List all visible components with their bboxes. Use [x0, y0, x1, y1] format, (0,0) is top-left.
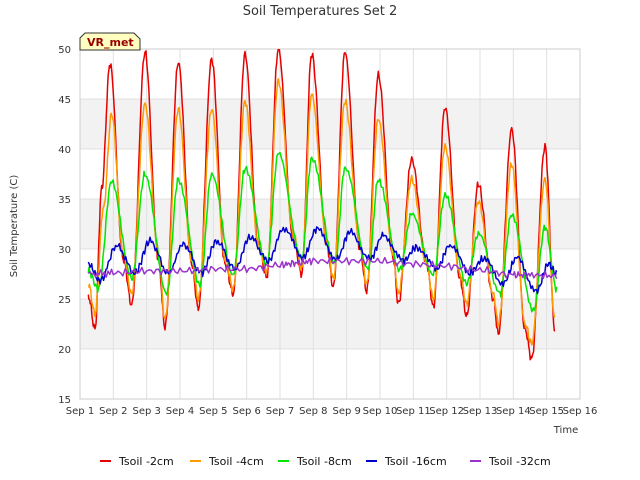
y-tick-label: 20 — [58, 345, 71, 356]
x-tick-label: Sep 11 — [396, 406, 431, 417]
x-tick-label: Sep 3 — [132, 406, 160, 417]
series-lines — [87, 48, 558, 361]
y-tick-label: 50 — [58, 45, 71, 56]
x-tick-label: Sep 1 — [66, 406, 94, 417]
legend-label: Tsoil -32cm — [488, 455, 551, 468]
y-axis-label: Soil Temperature (C) — [9, 175, 20, 278]
x-tick-label: Sep 16 — [563, 406, 598, 417]
station-badge: VR_met — [79, 32, 141, 51]
x-tick-label: Sep 2 — [99, 406, 127, 417]
x-tick-label: Sep 5 — [199, 406, 227, 417]
series-line-tsoil-4cm — [87, 78, 556, 346]
x-tick-label: Sep 4 — [166, 406, 194, 417]
x-tick-label: Sep 7 — [266, 406, 294, 417]
legend-label: Tsoil -4cm — [208, 455, 264, 468]
y-tick-label: 30 — [58, 245, 71, 256]
series-line-tsoil-32cm — [87, 256, 558, 280]
chart-title: Soil Temperatures Set 2 — [243, 4, 398, 19]
y-tick-label: 45 — [58, 95, 71, 106]
series-line-tsoil-16cm — [87, 226, 558, 295]
x-tick-label: Sep 15 — [529, 406, 564, 417]
legend-item: Tsoil -32cm — [470, 455, 551, 468]
legend-item: Tsoil -8cm — [278, 455, 352, 468]
legend: Tsoil -2cm Tsoil -4cm Tsoil -8cm Tsoil -16c… — [100, 455, 551, 468]
station-badge-box — [79, 32, 141, 51]
x-axis-label: Time — [553, 425, 578, 436]
legend-label: Tsoil -8cm — [296, 455, 352, 468]
x-tick-label: Sep 10 — [363, 406, 398, 417]
y-tick-label: 40 — [58, 145, 71, 156]
legend-item: Tsoil -16cm — [366, 455, 447, 468]
station-badge-label: VR_met — [87, 36, 134, 49]
legend-item: Tsoil -2cm — [100, 455, 174, 468]
y-tick-label: 35 — [58, 195, 71, 206]
series-line-tsoil-8cm — [87, 151, 558, 313]
legend-item: Tsoil -4cm — [190, 455, 264, 468]
x-tick-label: Sep 6 — [232, 406, 260, 417]
plot-band — [80, 199, 580, 249]
x-tick-label: Sep 14 — [496, 406, 531, 417]
x-tick-label: Sep 13 — [463, 406, 498, 417]
plot-band — [80, 99, 580, 149]
x-tick-label: Sep 8 — [299, 406, 327, 417]
plot-band — [80, 299, 580, 349]
legend-label: Tsoil -2cm — [118, 455, 174, 468]
legend-label: Tsoil -16cm — [384, 455, 447, 468]
y-tick-label: 25 — [58, 295, 71, 306]
plot-frame — [79, 48, 581, 400]
x-tick-label: Sep 12 — [429, 406, 464, 417]
x-tick-labels: Sep 1 Sep 2 Sep 3 Sep 4 Sep 5 Sep 6 Sep 7 Sep 8… — [66, 406, 598, 417]
x-tick-label: Sep 9 — [332, 406, 360, 417]
y-tick-label: 15 — [58, 395, 71, 406]
y-tick-labels: 15 20 25 30 35 40 45 50 — [58, 45, 71, 406]
